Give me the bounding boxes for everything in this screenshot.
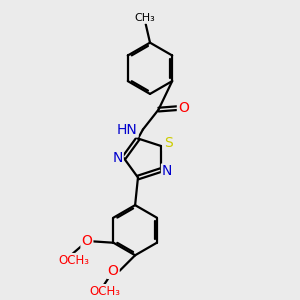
Text: OCH₃: OCH₃ (58, 254, 89, 267)
Text: O: O (178, 101, 189, 115)
Text: O: O (108, 264, 118, 278)
Text: OCH₃: OCH₃ (90, 285, 121, 298)
Text: HN: HN (117, 122, 138, 136)
Text: N: N (112, 151, 123, 165)
Text: N: N (162, 164, 172, 178)
Text: CH₃: CH₃ (134, 13, 155, 23)
Text: S: S (164, 136, 172, 150)
Text: O: O (82, 234, 92, 248)
